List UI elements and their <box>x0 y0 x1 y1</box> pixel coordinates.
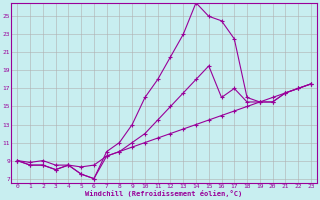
X-axis label: Windchill (Refroidissement éolien,°C): Windchill (Refroidissement éolien,°C) <box>85 190 243 197</box>
